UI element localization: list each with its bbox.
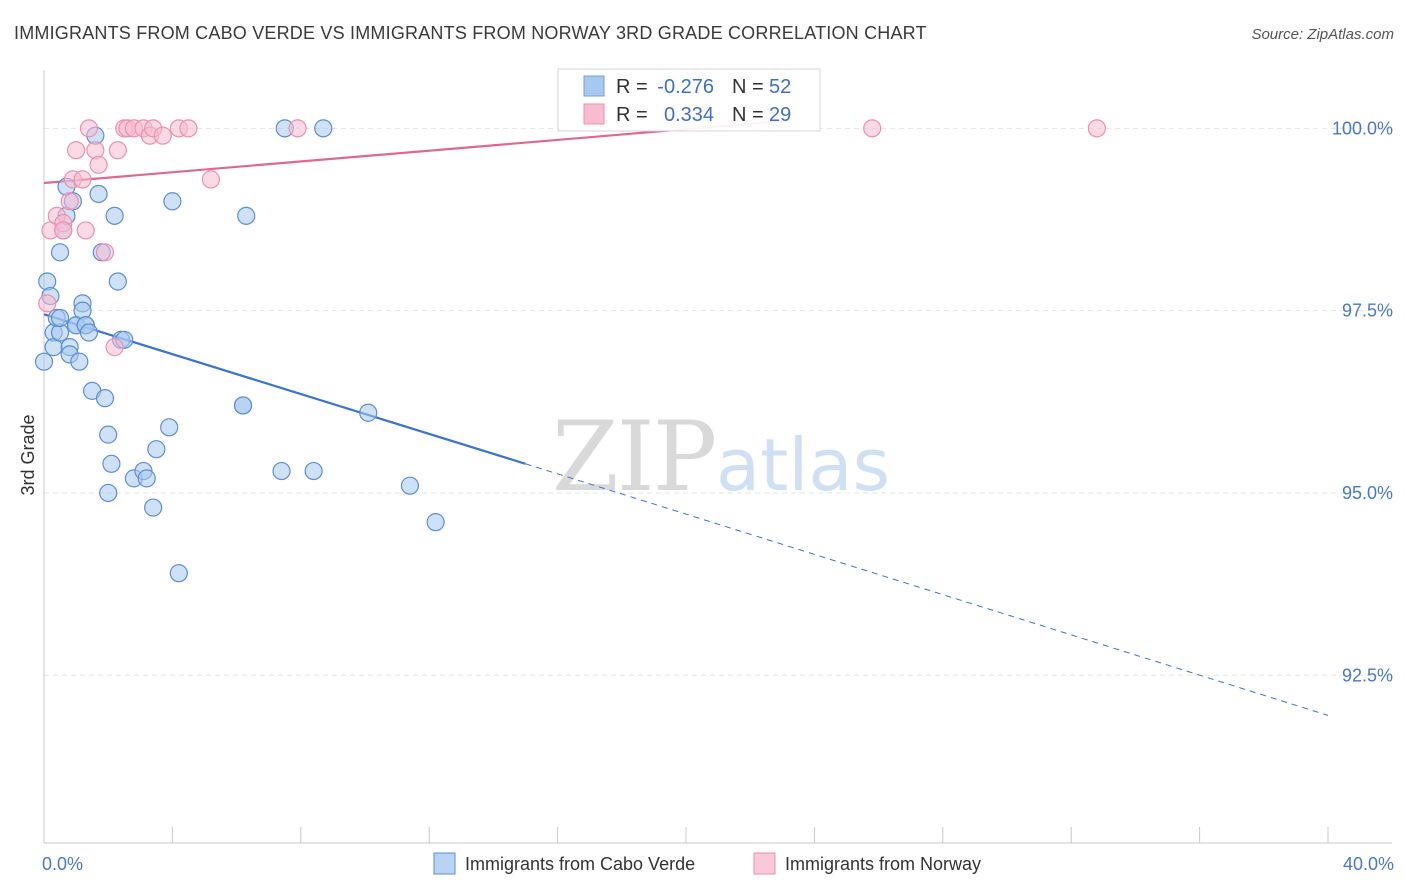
stats-n-value: 29 [769,104,791,126]
y-tick-label: 95.0% [1342,483,1393,503]
watermark-atlas: atlas [716,423,890,507]
point-norway [89,155,108,174]
point-cabo-verde [147,440,166,459]
chart-title: IMMIGRANTS FROM CABO VERDE VS IMMIGRANTS… [14,23,927,43]
point-norway [38,294,57,313]
y-tick-labels: 100.0% 97.5% 95.0% 92.5% [1332,118,1393,685]
y-tick-label: 100.0% [1332,118,1393,138]
stats-r-value: 0.334 [664,104,714,126]
series-legend: Immigrants from Cabo Verde Immigrants fro… [433,852,981,875]
stats-n-value: 52 [769,76,791,98]
point-cabo-verde [102,454,121,473]
point-cabo-verde [163,192,182,211]
y-tick-label: 97.5% [1342,301,1393,321]
stats-r-label: R = [616,104,648,126]
point-norway [73,170,92,189]
point-norway [288,119,307,138]
point-cabo-verde [89,184,108,204]
point-norway [179,119,198,138]
point-cabo-verde [79,323,99,342]
y-axis-label: 3rd Grade [18,414,38,495]
trendline-cabo-verde-extension [525,463,1329,716]
point-cabo-verde [237,206,256,225]
axes [43,70,1392,844]
point-cabo-verde [304,461,323,481]
point-cabo-verde [400,476,420,495]
y-tick-label: 92.5% [1342,665,1393,685]
point-cabo-verde [95,389,115,408]
chart-source: Source: ZipAtlas.com [1251,26,1394,43]
point-norway [60,192,79,211]
point-cabo-verde [314,119,333,138]
stats-n-label: N = [732,104,764,126]
point-cabo-verde [50,243,70,262]
watermark-zip: ZIP [552,401,715,513]
point-cabo-verde [70,352,89,371]
point-cabo-verde [359,403,378,422]
point-norway [95,243,115,262]
stats-r-value: -0.276 [657,76,714,98]
point-norway [863,119,882,138]
point-norway [1087,119,1106,138]
point-cabo-verde [144,498,163,517]
x-tick-labels: 0.0% 40.0% [42,854,1394,874]
stats-swatch-cabo-verde [583,75,605,97]
x-tick-label: 40.0% [1343,854,1394,874]
point-cabo-verde [50,308,70,328]
legend-swatch-cabo-verde [433,852,456,875]
stats-r-label: R = [616,76,648,98]
point-norway [108,141,127,160]
point-norway [201,170,221,189]
point-cabo-verde [105,206,124,225]
point-norway [66,141,86,160]
legend-label-norway: Immigrants from Norway [785,854,981,874]
watermark: ZIP atlas [552,401,890,513]
legend-swatch-norway [753,852,776,875]
point-norway [105,338,124,357]
point-norway [153,126,172,145]
stats-n-label: N = [732,76,764,98]
point-cabo-verde [99,425,118,444]
point-cabo-verde [272,461,291,481]
stats-swatch-norway [583,103,605,125]
legend-label-cabo-verde: Immigrants from Cabo Verde [465,854,695,874]
point-norway [79,119,99,138]
point-cabo-verde [426,513,445,532]
point-norway [76,221,95,240]
data-points [34,119,1106,583]
point-cabo-verde [233,396,253,415]
stats-legend: R = -0.276 N = 52 R = 0.334 N = 29 [557,68,821,132]
point-cabo-verde [160,418,179,437]
point-cabo-verde [108,272,127,291]
point-cabo-verde [34,352,54,371]
point-cabo-verde [99,483,118,503]
point-cabo-verde [169,564,188,583]
point-norway [54,221,73,240]
point-cabo-verde [137,469,156,488]
x-tick-label: 0.0% [42,854,83,874]
